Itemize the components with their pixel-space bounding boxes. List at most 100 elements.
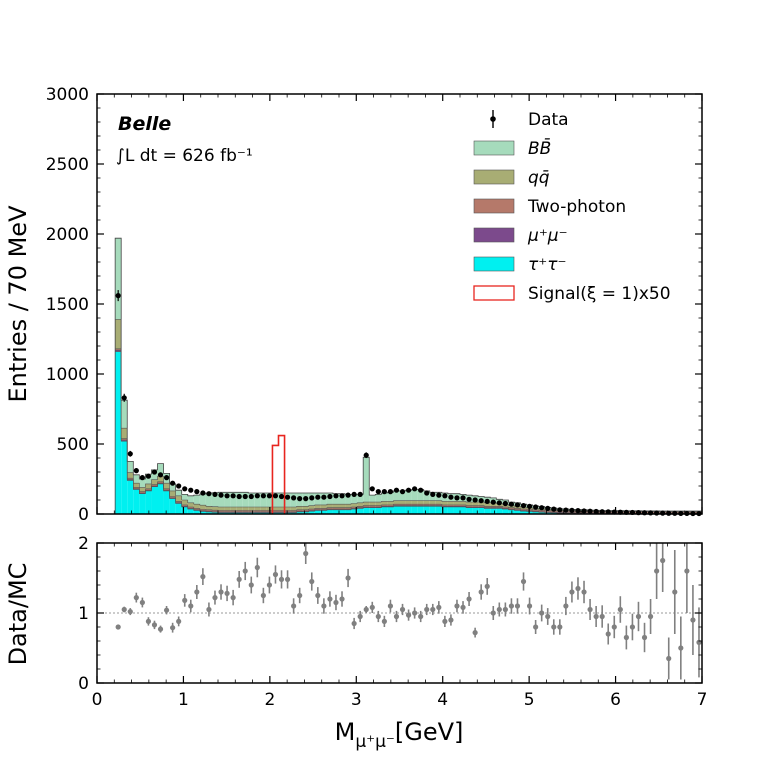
- bar-mumu: [169, 497, 176, 499]
- data-point: [539, 505, 545, 511]
- bar-qqbar: [302, 506, 309, 510]
- ratio-point: [254, 564, 260, 571]
- bar-tautau: [393, 506, 400, 514]
- ratio-point: [345, 575, 351, 581]
- bar-twophoton: [230, 510, 237, 512]
- x-tick-label: 4: [437, 690, 448, 710]
- bar-tautau: [345, 509, 352, 514]
- experiment-label: Belle: [118, 113, 171, 135]
- bar-mumu: [254, 511, 261, 513]
- data-point: [526, 503, 533, 509]
- bar-tautau: [502, 509, 509, 514]
- ratio-point: [514, 603, 521, 609]
- bar-tautau: [429, 506, 436, 514]
- bar-twophoton: [326, 507, 333, 510]
- bar-qqbar: [260, 507, 267, 511]
- bar-twophoton: [429, 504, 436, 506]
- ratio-point: [430, 606, 436, 613]
- bar-mumu: [242, 511, 249, 513]
- bar-twophoton: [302, 509, 309, 512]
- bar-mumu: [520, 510, 527, 512]
- bar-mumu: [393, 505, 400, 507]
- bar-tautau: [308, 511, 315, 514]
- legend-swatch-qqbar: [473, 169, 515, 185]
- bar-mumu: [387, 506, 394, 507]
- bar-mumu: [248, 511, 255, 513]
- ratio-point: [218, 589, 224, 595]
- bar-twophoton: [538, 510, 545, 512]
- ratio-point: [127, 609, 133, 615]
- bar-mumu: [466, 507, 473, 508]
- data-point: [575, 508, 581, 514]
- bar-bbbar: [133, 474, 140, 484]
- bar-tautau: [399, 506, 406, 514]
- bar-qqbar: [308, 505, 315, 510]
- data-points: [115, 290, 702, 517]
- bar-tautau: [314, 510, 321, 514]
- bar-mumu: [121, 440, 128, 442]
- data-point: [327, 493, 333, 500]
- x-tick-label: 2: [264, 690, 275, 710]
- bar-mumu: [157, 483, 164, 484]
- bar-tautau: [181, 507, 188, 514]
- bar-qqbar: [417, 500, 424, 505]
- ratio-point: [508, 603, 515, 609]
- bar-qqbar: [139, 487, 146, 492]
- bar-mumu: [193, 509, 200, 511]
- bar-bbbar: [405, 490, 412, 501]
- bar-twophoton: [211, 510, 218, 512]
- bar-qqbar: [187, 502, 194, 507]
- ratio-point: [678, 645, 684, 651]
- data-point: [393, 487, 400, 493]
- ratio-point: [672, 589, 678, 595]
- ratio-point: [696, 639, 702, 646]
- ratio-y-tick-label: 1: [78, 604, 89, 624]
- bar-twophoton: [357, 506, 364, 508]
- data-point: [266, 493, 273, 499]
- data-point: [448, 494, 454, 500]
- data-point: [121, 395, 127, 401]
- ratio-point: [333, 599, 339, 606]
- ratio-point: [418, 613, 424, 620]
- ratio-point: [224, 590, 230, 597]
- ratio-point: [490, 610, 496, 616]
- x-tick-label: 1: [178, 690, 189, 710]
- ratio-y-tick-label: 2: [78, 534, 89, 554]
- y-tick-label: 1000: [46, 365, 89, 385]
- ratio-point: [641, 634, 648, 641]
- bar-twophoton: [435, 504, 442, 506]
- data-point: [520, 503, 527, 509]
- data-point: [115, 293, 121, 299]
- data-point: [545, 505, 551, 511]
- bar-bbbar: [375, 494, 382, 503]
- x-tick-label: 3: [351, 690, 362, 710]
- bar-twophoton: [375, 505, 382, 507]
- bar-qqbar: [453, 501, 460, 505]
- ratio-point: [539, 610, 545, 616]
- ratio-point: [321, 603, 327, 609]
- ratio-point: [121, 606, 127, 613]
- ratio-point: [236, 576, 242, 583]
- bar-qqbar: [423, 500, 430, 505]
- ratio-point: [278, 576, 285, 583]
- bar-mumu: [381, 506, 388, 507]
- bar-twophoton: [115, 348, 122, 351]
- ratio-point: [291, 603, 297, 609]
- ratio-point: [157, 626, 164, 632]
- ratio-point: [617, 606, 623, 613]
- bar-twophoton: [193, 508, 200, 510]
- bar-tautau: [357, 508, 364, 514]
- data-point: [272, 493, 279, 499]
- bar-qqbar: [484, 502, 491, 507]
- bar-tautau: [127, 480, 134, 514]
- bar-twophoton: [314, 508, 321, 510]
- bar-qqbar: [211, 506, 218, 511]
- bar-tautau: [320, 510, 327, 514]
- data-point: [587, 508, 593, 514]
- data-point: [206, 491, 212, 497]
- ratio-point: [399, 606, 406, 613]
- bar-twophoton: [260, 510, 267, 512]
- bar-tautau: [538, 512, 545, 514]
- data-point: [315, 494, 321, 500]
- bar-qqbar: [381, 501, 388, 505]
